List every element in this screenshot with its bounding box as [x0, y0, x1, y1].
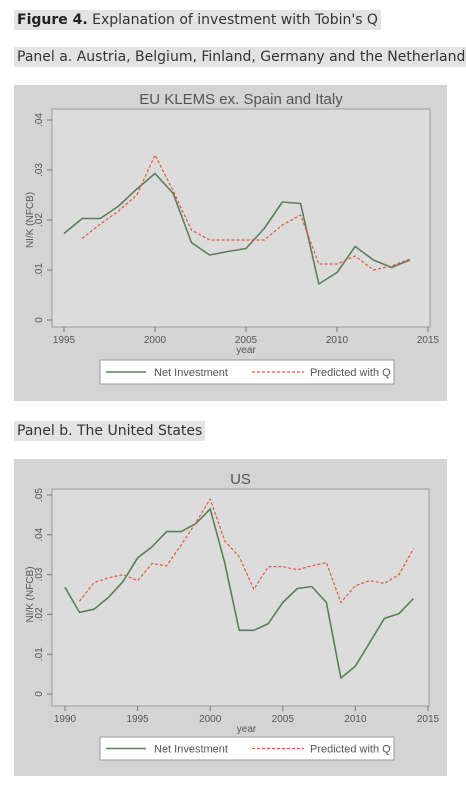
- chart-title: EU KLEMS ex. Spain and Italy: [139, 91, 343, 108]
- panel-a-caption: Panel a. Austria, Belgium, Finland, Germ…: [14, 47, 466, 67]
- panel-b-chart: US 0 .01 .02 .03 .04 .05 NI/K (NFCB) 1990 1995 200…: [14, 459, 447, 776]
- panel-a-chart: EU KLEMS ex. Spain and Italy 0 .01 .02 .03 .0…: [14, 85, 447, 401]
- y-tick-label: .01: [34, 263, 45, 277]
- x-tick-label: 2015: [417, 335, 440, 346]
- x-tick-label: 1995: [126, 714, 149, 725]
- chart-eu-klems: EU KLEMS ex. Spain and Italy 0 .01 .02 .03 .0…: [25, 91, 440, 385]
- y-tick-label: .04: [34, 113, 45, 127]
- figure-title: Explanation of investment with Tobin's Q: [92, 12, 378, 28]
- y-tick-label: 0: [34, 317, 45, 323]
- x-tick-label: 2000: [144, 335, 167, 346]
- x-axis-label: year: [237, 724, 257, 735]
- chart-title: US: [230, 471, 251, 488]
- legend-label-predicted-with-q: Predicted with Q: [310, 744, 391, 756]
- series-line-net-investment: [64, 508, 415, 679]
- legend-label-net-investment: Net Investment: [154, 367, 228, 379]
- figure-caption: Figure 4. Explanation of investment with…: [14, 10, 381, 30]
- x-tick-label: 2005: [235, 335, 258, 346]
- x-tick-label: 2015: [417, 714, 440, 725]
- y-tick-label: .03: [34, 163, 45, 177]
- plot-area: [51, 108, 431, 328]
- legend-box: [99, 736, 395, 761]
- x-tick-label: 2000: [199, 714, 222, 725]
- x-tick-label: 1990: [54, 714, 77, 725]
- plot-area: [51, 488, 430, 707]
- y-tick-label: 0: [34, 691, 45, 697]
- series-line-net-investment: [63, 172, 411, 285]
- chart-us: US 0 .01 .02 .03 .04 .05 NI/K (NFCB) 1990 1995 200…: [25, 471, 440, 761]
- y-tick-label: .04: [34, 527, 45, 541]
- y-tick-label: .02: [34, 213, 45, 227]
- y-axis-label: NI/K (NFCB): [25, 566, 36, 622]
- y-tick-label: .05: [34, 488, 45, 502]
- legend-label-net-investment: Net Investment: [154, 744, 228, 756]
- series-line-predicted-with-q: [81, 154, 411, 271]
- x-tick-label: 1995: [53, 335, 76, 346]
- x-tick-label: 2010: [326, 335, 349, 346]
- panel-b-caption: Panel b. The United States: [14, 421, 206, 441]
- y-tick-label: .01: [34, 647, 45, 661]
- series-line-predicted-with-q: [79, 498, 415, 604]
- y-axis-label: NI/K (NFCB): [25, 192, 36, 248]
- legend-box: [99, 359, 395, 385]
- y-tick-label: .02: [34, 607, 45, 621]
- x-tick-label: 2005: [272, 714, 295, 725]
- y-tick-label: .03: [34, 567, 45, 581]
- x-axis-label: year: [236, 345, 256, 356]
- x-tick-label: 2010: [344, 714, 367, 725]
- legend-label-predicted-with-q: Predicted with Q: [310, 367, 391, 379]
- figure-label: Figure 4.: [17, 12, 88, 28]
